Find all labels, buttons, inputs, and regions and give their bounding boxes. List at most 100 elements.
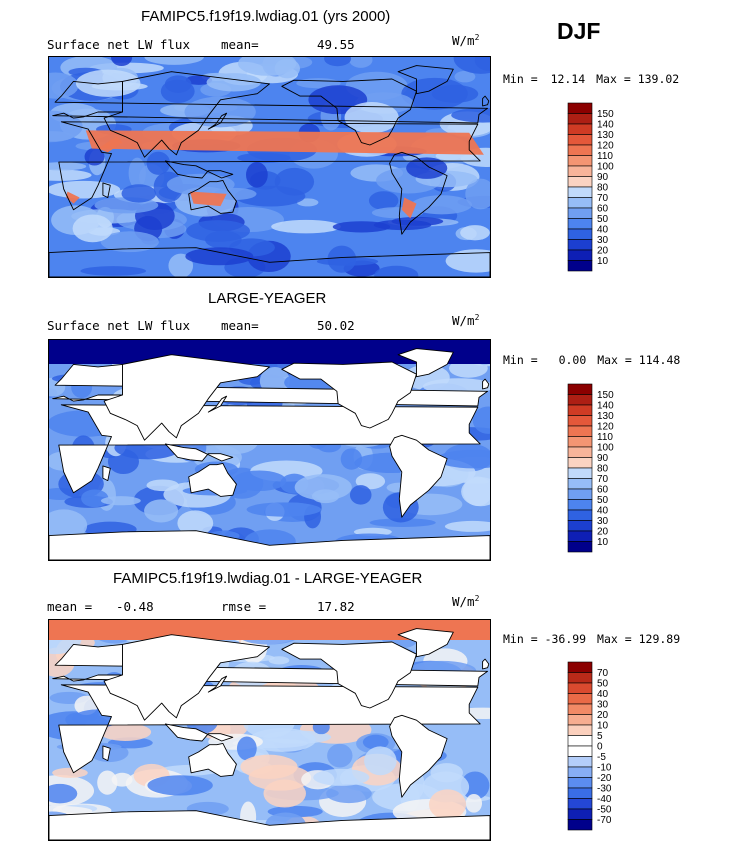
panel-diff-title: FAMIPC5.f19f19.lwdiag.01 - LARGE-YEAGER: [113, 570, 423, 587]
colorbar-swatch: [567, 425, 593, 437]
coastline-austr: [188, 742, 237, 777]
field-contour: [374, 265, 419, 277]
colorbar-tick-label: 90: [597, 453, 609, 464]
panel-model-variable-label: Surface net LW flux: [47, 37, 190, 52]
coastline-indon: [164, 443, 234, 462]
colorbar-swatch: [567, 819, 593, 831]
colorbar-tick-label: -20: [597, 773, 612, 784]
panel-model-min-value: 12.14: [550, 72, 586, 86]
colorbar-tick-label: 0: [597, 742, 603, 753]
colorbar-tick-label: -70: [597, 815, 612, 826]
colorbar-tick-label: 140: [597, 120, 614, 131]
field-contour: [100, 496, 141, 506]
field-contour: [232, 470, 287, 492]
field-contour: [185, 247, 254, 266]
colorbar-swatch: [567, 239, 593, 251]
colorbar-tick-label: 10: [597, 537, 609, 548]
panel-model-units: W/m2: [452, 33, 480, 48]
field-contour: [465, 793, 483, 813]
coastline-indon: [164, 723, 234, 742]
panel-model-title: FAMIPC5.f19f19.lwdiag.01 (yrs 2000): [141, 8, 391, 25]
panel-model-mean-value: 49.55: [317, 37, 355, 52]
field-contour-warm: [66, 191, 80, 204]
colorbar-swatch: [567, 197, 593, 209]
field-contour: [463, 476, 490, 506]
field-contour-warm: [98, 136, 123, 153]
colorbar-tick-label: 70: [597, 668, 609, 679]
field-contour: [206, 73, 262, 92]
colorbar-tick-label: 70: [597, 474, 609, 485]
panel-diff-max-value: 129.89: [638, 632, 681, 646]
coastline-namer: [281, 641, 417, 709]
field-contour: [364, 746, 397, 776]
colorbar-tick-label: 80: [597, 183, 609, 194]
coastline-asia: [103, 634, 270, 721]
colorbar-swatch: [567, 530, 593, 542]
colorbar-swatch: [567, 404, 593, 416]
colorbar-tick-label: 120: [597, 422, 614, 433]
field-contour: [355, 473, 386, 490]
panel-obs-mean-label: mean=: [221, 318, 259, 333]
colorbar-swatch: [567, 488, 593, 500]
field-contour: [49, 72, 79, 99]
colorbar-swatch: [567, 123, 593, 135]
colorbar-swatch: [567, 249, 593, 261]
colorbar-tick-label: 10: [597, 721, 609, 732]
field-contour: [49, 509, 88, 542]
coastline-austr: [188, 462, 237, 497]
colorbar-swatch: [567, 724, 593, 736]
field-contour: [49, 162, 87, 171]
field-contour: [52, 767, 88, 778]
field-contour: [436, 449, 490, 469]
panel-diff-range: Min = -36.99 Max = 129.89: [503, 632, 681, 646]
season-label: DJF: [557, 18, 601, 44]
coastline-brit: [482, 378, 490, 390]
field-contour: [453, 57, 490, 74]
colorbar-tick-label: 10: [597, 256, 609, 267]
panel-diff-map: [48, 619, 491, 841]
colorbar-tick-label: -50: [597, 805, 612, 816]
coastline-madag: [102, 745, 111, 762]
panel-model-mean-label: mean=: [221, 37, 259, 52]
field-contour: [349, 57, 373, 68]
colorbar-tick-label: 130: [597, 130, 614, 141]
colorbar-swatch: [567, 436, 593, 448]
field-contour: [316, 257, 379, 266]
field-contour: [444, 520, 490, 532]
colorbar-swatch: [567, 798, 593, 810]
coastline-madag: [102, 465, 111, 482]
colorbar-tick-label: 40: [597, 506, 609, 517]
colorbar-tick-label: 50: [597, 214, 609, 225]
panel-obs-colorbar: 10 20 30 40 50 60 70 80 90 100 110 120 130 140 150: [567, 383, 628, 554]
colorbar-tick-label: -30: [597, 784, 612, 795]
colorbar-tick-label: 20: [597, 710, 609, 721]
colorbar-swatch: [567, 703, 593, 715]
colorbar-tick-label: 60: [597, 204, 609, 215]
field-contour: [349, 485, 372, 505]
colorbar-swatch: [567, 661, 593, 673]
colorbar-swatch: [567, 176, 593, 188]
coastline-samer: [389, 434, 448, 518]
field-contour: [91, 82, 148, 91]
coastline-indon: [164, 160, 234, 179]
coastline-samer: [389, 714, 448, 798]
obs-field-map: [49, 340, 490, 560]
colorbar-swatch: [567, 228, 593, 240]
field-contour: [100, 231, 159, 253]
field-contour: [406, 157, 448, 179]
coastline-japan: [207, 112, 228, 130]
colorbar-swatch: [567, 541, 593, 553]
model-field-map: [49, 57, 490, 277]
field-contour: [166, 173, 235, 196]
colorbar-tick-label: -40: [597, 794, 612, 805]
colorbar-swatch: [567, 186, 593, 198]
field-contour: [445, 249, 490, 273]
field-contour: [84, 147, 105, 166]
colorbar-tick-label: 60: [597, 485, 609, 496]
colorbar-swatch: [567, 808, 593, 820]
field-contour: [369, 518, 436, 528]
colorbar-tick-label: 30: [597, 516, 609, 527]
coastline-greenl: [397, 65, 454, 95]
